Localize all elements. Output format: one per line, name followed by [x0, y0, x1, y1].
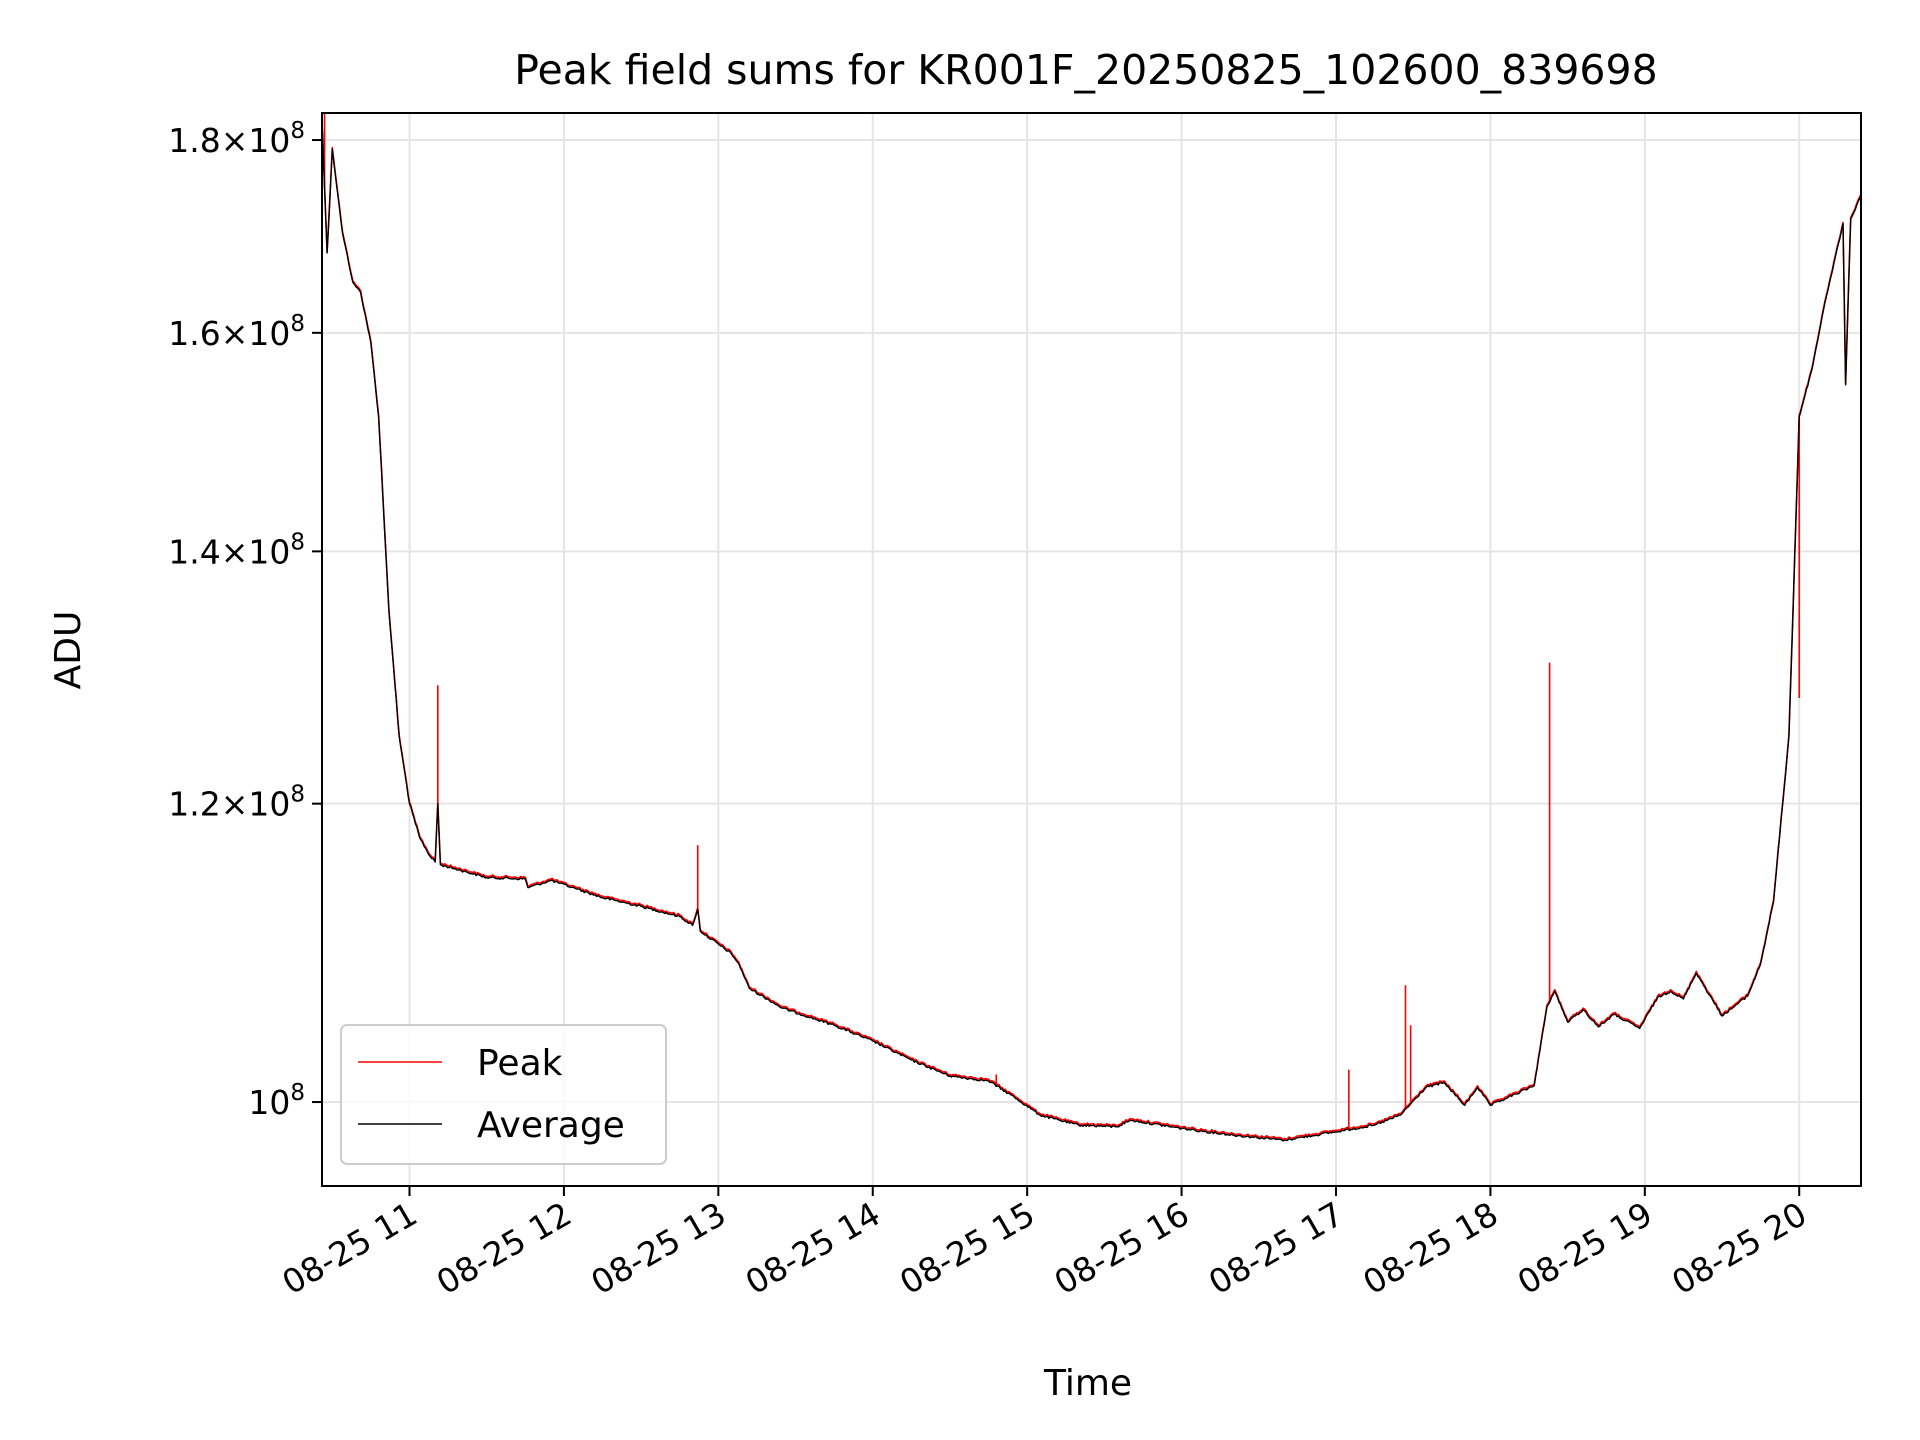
y-tick-label: 1.2×108: [168, 782, 305, 824]
x-tick-label: 08-25 12: [430, 1194, 578, 1302]
x-axis-ticks: 08-25 11 08-25 12 08-25 13 08-25 14 08-25 15…: [276, 1186, 1813, 1302]
average-series: [321, 121, 1862, 1142]
average-line: [321, 121, 1862, 1142]
y-tick-label: 1.8×108: [168, 118, 305, 160]
x-tick-label: 08-25 14: [739, 1194, 887, 1302]
legend: Peak Average: [340, 1024, 667, 1165]
y-axis-label: ADU: [48, 611, 89, 690]
legend-box: [340, 1024, 667, 1165]
x-tick-label: 08-25 16: [1048, 1194, 1196, 1302]
plot-frame: [321, 112, 1862, 1187]
chart-title: Peak field sums for KR001F_20250825_1026…: [514, 46, 1657, 94]
x-tick-label: 08-25 19: [1511, 1194, 1659, 1302]
y-axis-ticks: 108 1.2×108 1.4×108 1.6×108 1.8×108: [168, 118, 322, 1122]
x-tick-label: 08-25 13: [584, 1194, 732, 1302]
y-tick-label: 1.4×108: [168, 529, 305, 571]
x-tick-label: 08-25 18: [1356, 1194, 1504, 1302]
legend-label-peak: Peak: [477, 1043, 563, 1084]
y-tick-label: 1.6×108: [168, 311, 305, 353]
x-tick-label: 08-25 15: [893, 1194, 1041, 1302]
x-axis-label: Time: [1043, 1363, 1132, 1404]
legend-label-average: Average: [477, 1105, 625, 1146]
peak-series: [321, 113, 1862, 1141]
y-tick-label: 108: [248, 1080, 305, 1122]
x-tick-label: 08-25 17: [1202, 1194, 1350, 1302]
peak-line: [321, 120, 1862, 1141]
x-tick-label: 08-25 11: [276, 1194, 424, 1302]
x-tick-label: 08-25 20: [1665, 1194, 1813, 1302]
